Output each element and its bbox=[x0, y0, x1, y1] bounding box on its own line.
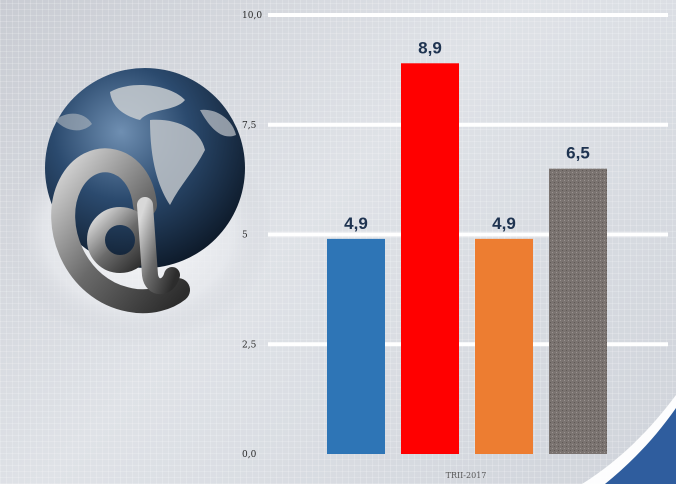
x-tick-label: TRII-2017 bbox=[446, 471, 487, 480]
bar-1 bbox=[327, 238, 385, 454]
corner-accent bbox=[582, 395, 676, 484]
data-label-2: 8,9 bbox=[418, 38, 442, 57]
y-tick-label: 5 bbox=[242, 231, 248, 241]
y-tick-label: 7,5 bbox=[242, 121, 257, 131]
bar-4 bbox=[549, 168, 607, 454]
globe-with-at-sign-icon bbox=[3, 68, 273, 344]
x-axis: TRII-2017 bbox=[446, 471, 487, 480]
data-label-4: 6,5 bbox=[566, 144, 590, 163]
data-labels: 4,9 8,9 4,9 6,5 bbox=[344, 38, 590, 233]
data-label-1: 4,9 bbox=[344, 214, 368, 233]
data-label-3: 4,9 bbox=[492, 214, 516, 233]
bar-2 bbox=[401, 63, 459, 454]
y-tick-label: 0,0 bbox=[242, 450, 257, 460]
y-tick-label: 2,5 bbox=[242, 340, 257, 350]
bar-3 bbox=[475, 238, 533, 454]
y-axis: 10,0 7,5 5 2,5 0,0 bbox=[242, 11, 262, 460]
y-tick-label: 10,0 bbox=[242, 11, 262, 21]
bar-series bbox=[327, 63, 607, 454]
